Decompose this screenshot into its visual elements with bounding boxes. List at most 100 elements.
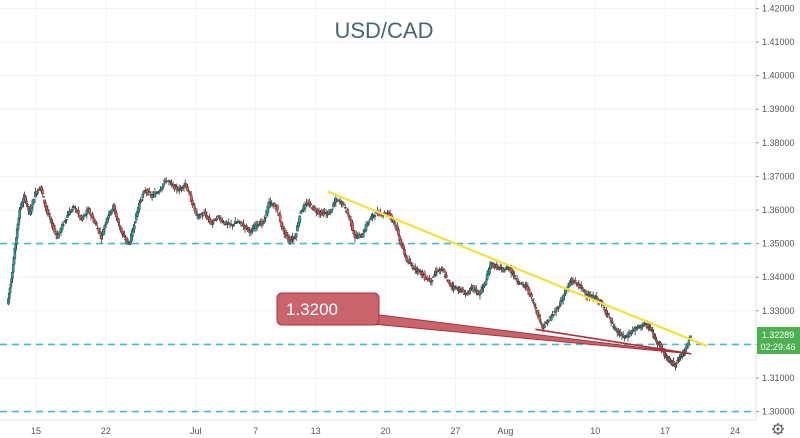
candle-body	[70, 209, 74, 211]
candle-body	[554, 310, 558, 313]
candle-body	[515, 278, 519, 282]
candle-body	[252, 228, 255, 232]
candle-body	[232, 224, 236, 226]
candle-body	[138, 202, 141, 210]
candle-body	[638, 326, 642, 329]
candle-body	[442, 269, 446, 273]
candle-body	[539, 321, 543, 323]
candle-body	[215, 218, 218, 221]
candle-body	[513, 275, 517, 278]
candle-body	[686, 342, 690, 347]
candle-body	[351, 222, 354, 231]
candle-body	[431, 276, 435, 278]
x-tick-label: 13	[311, 426, 321, 436]
candle-body	[8, 288, 12, 294]
candle-body	[194, 208, 198, 213]
candle-body	[18, 210, 21, 219]
candle-body	[239, 221, 243, 224]
candle-body	[581, 287, 584, 289]
candle-body	[502, 270, 506, 273]
candle-body	[366, 223, 369, 226]
candle-body	[11, 272, 14, 279]
y-tick-label: 1.33000	[762, 306, 795, 316]
candle-body	[532, 302, 536, 304]
candle-body	[675, 362, 678, 364]
candle-body	[359, 233, 362, 236]
candle-body	[169, 181, 172, 183]
candle-body	[455, 287, 459, 290]
candle-body	[197, 214, 200, 217]
candle-body	[107, 215, 110, 219]
candle-body	[26, 204, 29, 206]
candle-body	[489, 261, 493, 269]
candle-body	[95, 222, 98, 226]
x-tick-label: 22	[101, 426, 111, 436]
candle-body	[36, 190, 39, 194]
candle-body	[623, 336, 626, 339]
candlestick-series	[7, 176, 692, 371]
candle-body	[467, 290, 471, 294]
x-tick-label: 24	[730, 426, 740, 436]
candle-body	[211, 222, 214, 224]
candle-body	[242, 223, 245, 227]
resistance-trendline[interactable]	[327, 190, 708, 348]
candle-body	[62, 224, 65, 226]
candle-body	[543, 325, 547, 328]
candle-body	[92, 218, 96, 223]
candle-body	[57, 233, 60, 239]
candle-body	[9, 284, 13, 288]
candle-body	[41, 189, 44, 195]
candle-body	[175, 186, 179, 190]
x-tick-label: Aug	[497, 426, 513, 436]
candle-body	[602, 306, 606, 309]
candle-body	[461, 289, 465, 293]
y-tick-label: 1.35000	[762, 239, 795, 249]
candle-body	[133, 225, 136, 230]
candle-body	[157, 190, 161, 193]
x-tick-label: 27	[450, 426, 460, 436]
candle-body	[409, 262, 412, 264]
candle-body	[218, 217, 221, 219]
time-axis[interactable]	[0, 420, 756, 438]
candle-body	[540, 323, 544, 325]
candle-body	[88, 208, 91, 214]
candle-body	[60, 224, 64, 230]
current-price-value: 1.32289	[762, 330, 795, 340]
candle-body	[32, 198, 36, 203]
price-axis[interactable]	[756, 0, 800, 438]
candle-body	[534, 307, 538, 309]
candle-body	[141, 193, 145, 199]
candle-body	[493, 266, 496, 268]
candle-body	[198, 215, 202, 219]
candle-body	[361, 233, 365, 238]
candle-body	[403, 249, 406, 255]
price-callout[interactable]: 1.3200	[276, 292, 692, 355]
candle-body	[547, 319, 551, 322]
chart-title: USD/CAD	[334, 18, 433, 43]
support-trendline[interactable]	[535, 328, 692, 355]
y-tick-label: 1.40000	[762, 71, 795, 81]
candle-body	[564, 289, 567, 295]
candle-body	[433, 274, 436, 276]
candle-body	[503, 269, 507, 271]
candle-body	[595, 295, 599, 298]
candle-body	[118, 224, 121, 227]
candle-body	[249, 230, 253, 232]
candle-body	[98, 231, 102, 234]
candle-body	[247, 227, 250, 230]
candle-body	[501, 267, 505, 270]
gear-icon[interactable]	[772, 423, 784, 435]
candle-body	[117, 218, 120, 223]
candle-body	[186, 186, 189, 191]
candle-body	[583, 290, 587, 293]
candle-body	[162, 183, 165, 187]
candle-body	[649, 326, 652, 330]
candle-body	[342, 203, 346, 206]
candle-body	[261, 221, 265, 224]
candle-body	[558, 305, 561, 307]
candle-body	[48, 216, 52, 220]
candle-body	[110, 209, 114, 213]
candle-body	[354, 234, 358, 237]
candle-body	[631, 330, 635, 332]
candle-body	[496, 265, 500, 268]
